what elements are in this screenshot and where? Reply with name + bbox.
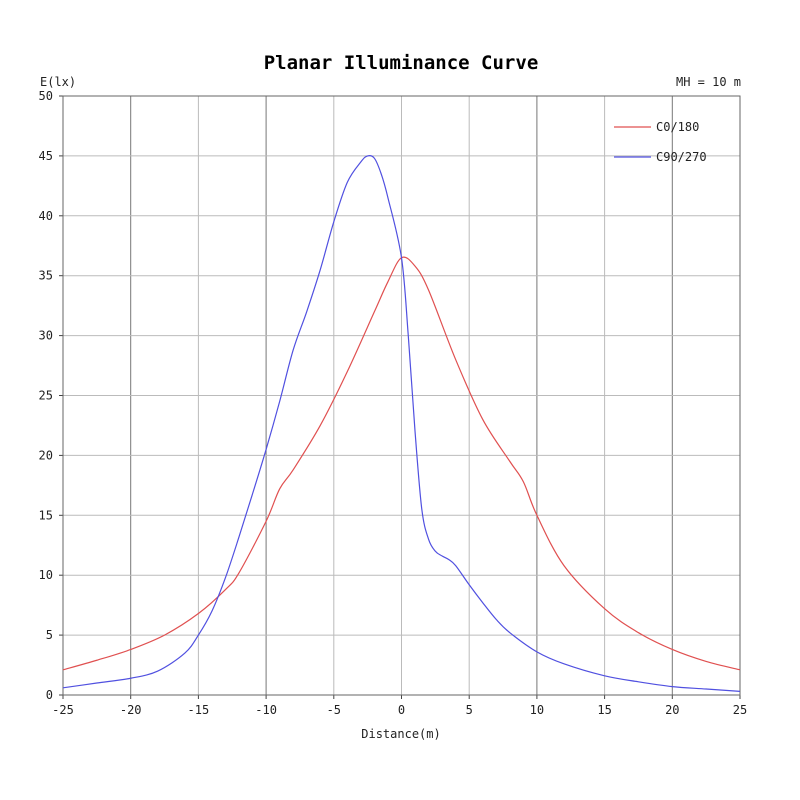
series-line-c0-180 (62, 256, 741, 671)
y-axis-label: E(lx) (40, 75, 76, 89)
y-tick-label: 5 (46, 628, 53, 642)
x-tick-label: 0 (398, 703, 405, 717)
y-tick-label: 0 (46, 688, 53, 702)
chart-title: Planar Illuminance Curve (264, 52, 539, 74)
y-tick-label: 35 (39, 269, 53, 283)
x-tick-label: 10 (530, 703, 544, 717)
y-tick-label: 40 (39, 209, 53, 223)
grid (59, 95, 741, 699)
x-tick-label: -5 (327, 703, 341, 717)
plot-frame (62, 95, 741, 696)
x-tick-label: -15 (188, 703, 210, 717)
legend: C0/180 C90/270 (614, 120, 707, 164)
x-tick-label: -10 (255, 703, 277, 717)
tick-labels: -25 -20 -15 -10 -5 0 5 10 15 20 25 0 5 10 15 20 25 30 35 40… (39, 89, 748, 717)
mounting-height-annotation: MH = 10 m (676, 75, 741, 89)
x-tick-label: -25 (52, 703, 74, 717)
x-tick-label: 20 (665, 703, 679, 717)
y-tick-label: 15 (39, 508, 53, 522)
x-tick-label: 25 (733, 703, 747, 717)
x-tick-label: 15 (597, 703, 611, 717)
y-tick-label: 20 (39, 448, 53, 462)
y-tick-label: 25 (39, 389, 53, 403)
y-tick-label: 10 (39, 568, 53, 582)
series-line-c90-270 (62, 155, 741, 693)
y-tick-label: 30 (39, 329, 53, 343)
y-tick-label: 50 (39, 89, 53, 103)
x-axis-label: Distance(m) (361, 727, 440, 741)
x-tick-label: 5 (466, 703, 473, 717)
y-tick-label: 45 (39, 149, 53, 163)
series-lines (62, 155, 741, 693)
legend-label: C90/270 (656, 150, 707, 164)
x-tick-label: -20 (120, 703, 142, 717)
legend-label: C0/180 (656, 120, 699, 134)
